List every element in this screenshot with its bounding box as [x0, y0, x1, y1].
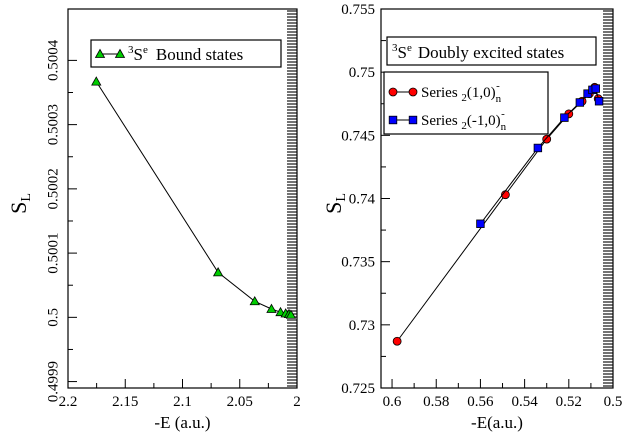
data-point-series-0 [249, 295, 260, 306]
data-point-series-1 [575, 98, 585, 107]
y-tick-label: 0.73 [349, 318, 375, 334]
legend-label-series-1: Series 2(-1,0)n- [421, 108, 507, 133]
y-tick-label: 0.75 [349, 65, 375, 81]
data-point-series-1 [560, 113, 569, 122]
data-point-series-0 [212, 267, 224, 277]
x-tick-label: 0.6 [383, 394, 402, 410]
x-tick-label: 2.2 [59, 394, 78, 410]
legend-marker [114, 48, 126, 58]
y-tick-label: 0.745 [341, 128, 375, 144]
right-edge-tick-strip [287, 10, 297, 387]
legend-label: 3Se Bound states [128, 44, 243, 64]
x-tick-label: 0.58 [423, 394, 449, 410]
y-tick-label: 0.4999 [45, 361, 61, 402]
x-tick-label: 2 [293, 394, 301, 410]
data-point-series-0 [285, 309, 297, 319]
legend-marker-series-1 [408, 115, 418, 125]
data-point-series-1 [591, 84, 600, 93]
x-tick-label: 0.54 [511, 394, 538, 410]
y-tick-label: 0.5001 [45, 232, 61, 273]
data-point-series-0 [392, 336, 402, 346]
legend-title: 3Se Doubly excited states [392, 42, 564, 62]
y-axis-title: SL [6, 193, 34, 214]
y-tick-label: 0.735 [341, 255, 375, 271]
y-tick-label: 0.725 [341, 381, 375, 397]
series-line-0 [95, 81, 292, 316]
y-tick-label: 0.755 [341, 2, 375, 18]
legend-bound-states: 3Se Bound states [90, 39, 282, 68]
x-axis-title: -E (a.u.) [154, 413, 210, 432]
y-tick-label: 0.5004 [45, 39, 61, 81]
data-point-series-0 [266, 303, 277, 313]
y-tick-label: 0.5 [45, 308, 61, 327]
legend-title-box: 3Se Doubly excited states [386, 36, 597, 66]
legend-marker-series-0 [388, 87, 398, 97]
data-point-series-0 [91, 76, 102, 86]
y-tick-label: 0.5002 [45, 168, 61, 209]
left-panel-bound-states: 0.4999 0.5 0.5001 0.5002 0.5003 0.5004 2.2 2.15… [6, 8, 301, 432]
legend-series: Series 2(1,0)n- Series 2(-1,0)n- [383, 71, 549, 135]
legend-marker-series-0 [408, 87, 418, 97]
data-point-series-1 [476, 219, 485, 228]
data-point-series-0 [542, 134, 552, 144]
y-tick-label: 0.74 [349, 192, 376, 208]
legend-marker-series-1 [388, 115, 398, 125]
legend-label-series-0: Series 2(1,0)n- [421, 80, 502, 105]
x-tick-label: 0.52 [556, 394, 582, 410]
plot-frame [380, 8, 614, 389]
right-panel-doubly-excited-states: 0.725 0.73 0.735 0.74 0.745 0.75 0.755 0.6 0.58 0… [321, 2, 622, 432]
x-tick-label: 2.15 [112, 394, 138, 410]
x-tick-label: 0.56 [467, 394, 494, 410]
y-axis-title: SL [321, 193, 349, 214]
right-edge-tick-strip [603, 10, 613, 387]
x-axis-title: -E(a.u.) [471, 413, 523, 432]
x-tick-label: 2.05 [227, 394, 253, 410]
x-tick-label: 2.1 [173, 394, 192, 410]
data-point-series-1 [533, 143, 543, 153]
data-point-series-1 [594, 97, 604, 106]
x-tick-label: 0.5 [604, 394, 623, 410]
y-tick-label: 0.5003 [45, 104, 61, 145]
legend-marker [94, 48, 106, 58]
